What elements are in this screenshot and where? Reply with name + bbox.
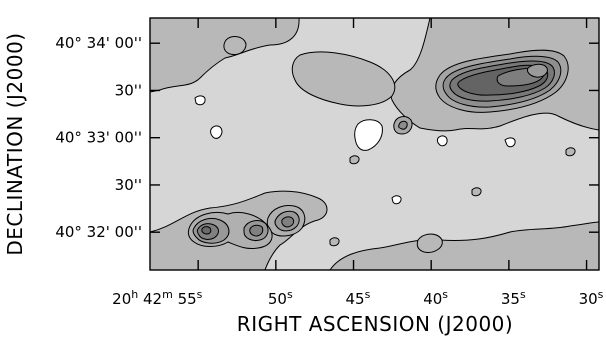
y-tick-label: 30'' bbox=[115, 176, 142, 194]
contour-s4 bbox=[201, 226, 212, 235]
noise-islands bbox=[223, 36, 576, 253]
y-axis-ticks bbox=[150, 42, 599, 233]
white-holes bbox=[194, 95, 516, 205]
x-axis-tick-labels: 20h 42m 55s 50s 45s 40s 35s 30s bbox=[112, 288, 604, 308]
hole-1 bbox=[354, 119, 383, 151]
source-small-knot bbox=[393, 116, 413, 135]
x-tick-label: 30s bbox=[579, 288, 604, 308]
hole-5 bbox=[194, 95, 206, 106]
source-central-knot bbox=[266, 205, 306, 237]
region-center-strip bbox=[291, 51, 396, 107]
x-tick-label: 45s bbox=[346, 288, 371, 308]
y-axis-tick-labels: 40° 34' 00'' 30'' 40° 33' 00'' 30'' 40° 32' … bbox=[55, 34, 142, 241]
x-axis-ticks bbox=[197, 18, 588, 270]
y-tick-label: 40° 32' 00'' bbox=[55, 223, 142, 241]
x-tick-label: 40s bbox=[423, 288, 448, 308]
hole-2 bbox=[210, 125, 223, 139]
plot-area bbox=[149, 17, 600, 271]
x-tick-label: 35s bbox=[501, 288, 526, 308]
source-north-west bbox=[435, 49, 569, 113]
contour-c3 bbox=[281, 216, 295, 228]
x-tick-label: 50s bbox=[268, 288, 293, 308]
x-tick-label: 20h 42m 55s bbox=[112, 288, 203, 308]
y-tick-label: 40° 34' 00'' bbox=[55, 34, 142, 52]
y-axis-title: DECLINATION (J2000) bbox=[3, 32, 27, 255]
y-tick-label: 40° 33' 00'' bbox=[55, 129, 142, 147]
plot-frame bbox=[149, 17, 600, 271]
hole-6 bbox=[391, 195, 402, 205]
region-top-left bbox=[149, 17, 300, 93]
y-tick-label: 30'' bbox=[115, 81, 142, 99]
x-axis-title: RIGHT ASCENSION (J2000) bbox=[237, 312, 513, 336]
hole-3 bbox=[436, 135, 448, 147]
contour-k2 bbox=[398, 120, 408, 130]
contour-l6 bbox=[527, 63, 548, 78]
region-bottom-right bbox=[329, 221, 600, 271]
contour-s6 bbox=[249, 224, 264, 237]
source-south-east-pair bbox=[187, 212, 273, 249]
hole-4 bbox=[504, 137, 516, 148]
